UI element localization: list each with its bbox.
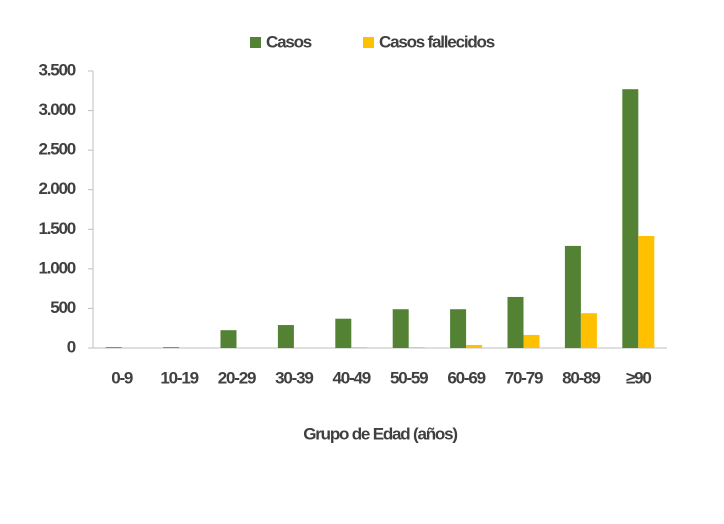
y-tick-label: 1.000 xyxy=(38,258,75,277)
y-tick-label: 3.000 xyxy=(38,100,75,119)
y-tick-label: 3.500 xyxy=(38,60,75,79)
legend-label: Casos fallecidos xyxy=(379,32,495,51)
bar xyxy=(335,318,352,348)
y-tick-label: 2.500 xyxy=(38,140,75,159)
x-tick-label: 30-39 xyxy=(275,368,313,387)
bar xyxy=(220,330,237,348)
y-tick-label: 0 xyxy=(67,337,76,356)
y-tick-label: 2.000 xyxy=(38,179,75,198)
bar xyxy=(622,89,639,349)
x-tick-label: 40-49 xyxy=(333,368,371,387)
legend-swatch xyxy=(250,37,261,48)
x-tick-label: 50-59 xyxy=(390,368,428,387)
x-tick-label: 0-9 xyxy=(111,368,133,387)
bar xyxy=(580,313,597,348)
x-tick-label: 20-29 xyxy=(218,368,256,387)
bar xyxy=(466,344,483,348)
bar xyxy=(408,347,425,348)
bar xyxy=(450,309,467,348)
legend-swatch xyxy=(363,37,374,48)
bar xyxy=(523,334,540,348)
bar xyxy=(638,236,655,348)
x-tick-label: 70-79 xyxy=(505,368,543,387)
bar xyxy=(163,347,180,348)
legend-label: Casos xyxy=(266,32,312,51)
bar xyxy=(507,296,524,348)
bar xyxy=(351,347,368,348)
y-tick-label: 1.500 xyxy=(38,219,75,238)
y-tick-label: 500 xyxy=(50,298,76,317)
bar xyxy=(392,309,409,348)
bar xyxy=(277,325,294,348)
bar xyxy=(564,245,581,348)
x-tick-label: 60-69 xyxy=(447,368,485,387)
bar xyxy=(105,347,122,348)
x-axis-title: Grupo de Edad (años) xyxy=(303,424,457,443)
x-tick-label: ≥90 xyxy=(626,368,651,387)
x-tick-label: 10-19 xyxy=(160,368,198,387)
x-tick-label: 80-89 xyxy=(562,368,600,387)
